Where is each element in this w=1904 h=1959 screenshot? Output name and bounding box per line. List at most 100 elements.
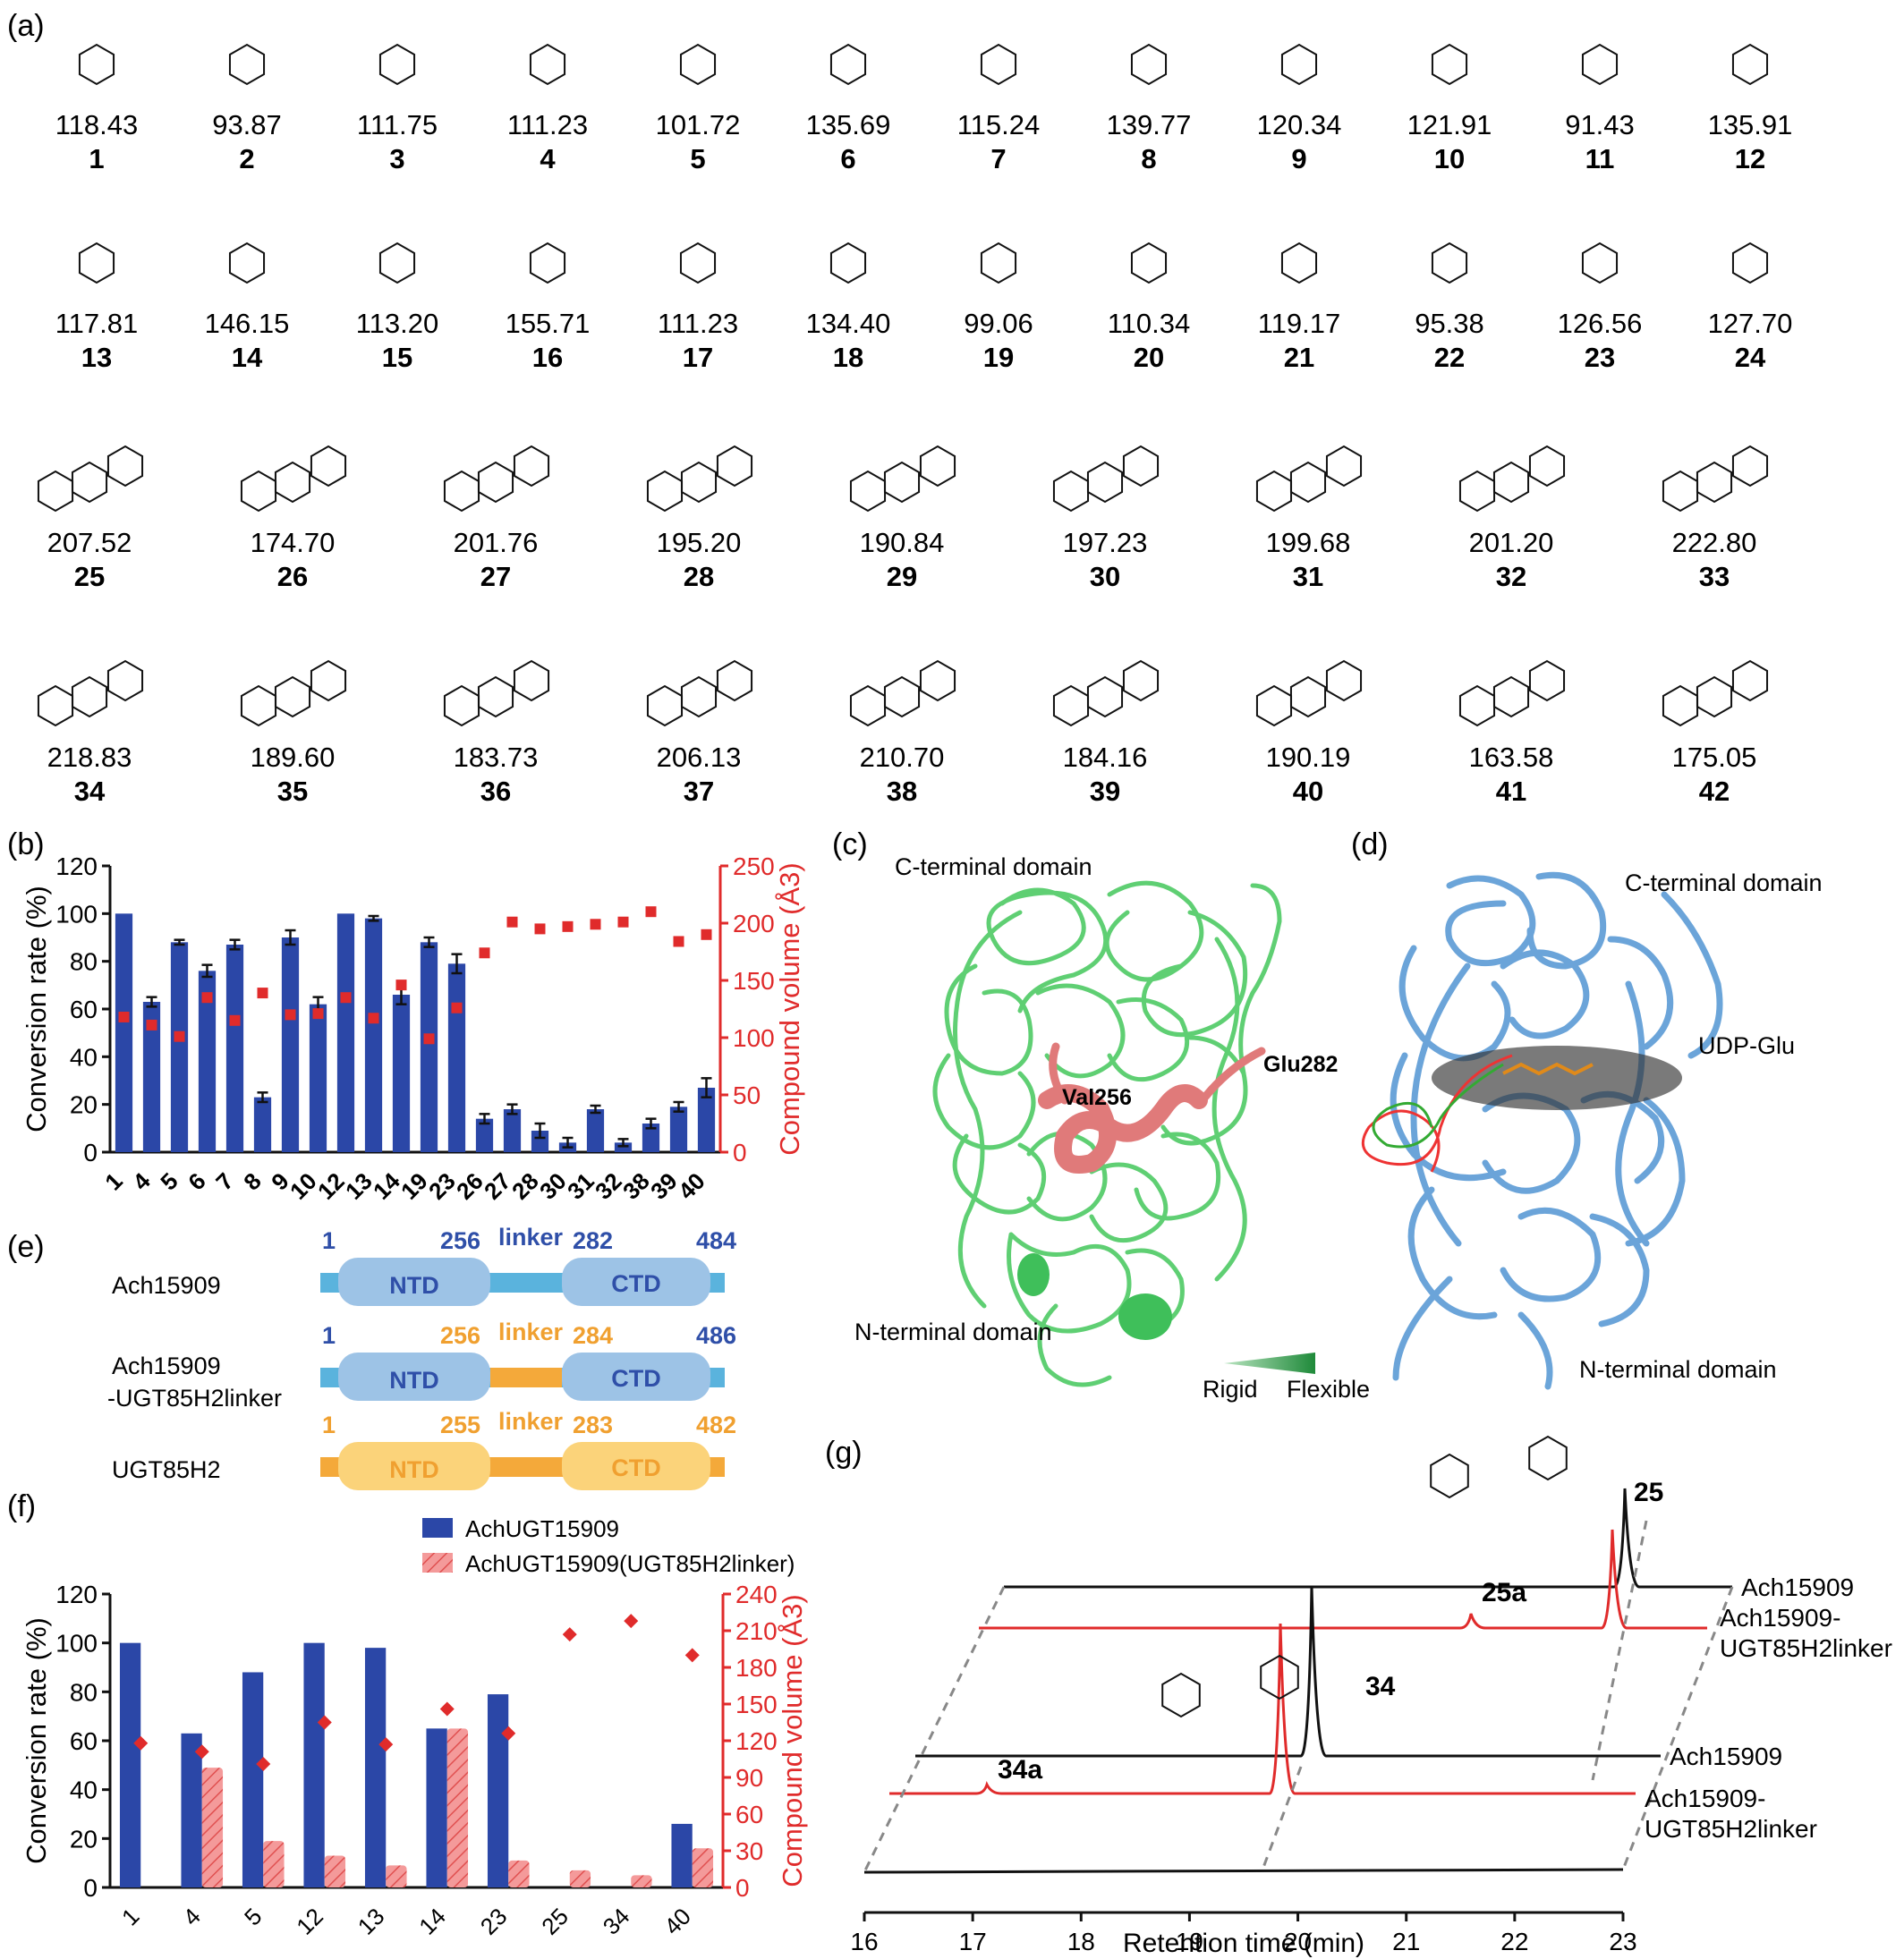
structure-ring xyxy=(529,43,566,86)
panel-label-d: (d) xyxy=(1351,827,1389,861)
compound-volume: 163.58 xyxy=(1469,742,1554,773)
n-terminal-blob-2 xyxy=(1017,1253,1050,1296)
linker-label: linker xyxy=(498,1408,564,1435)
structure-ring xyxy=(680,675,718,718)
ntd-label: NTD xyxy=(389,1456,439,1483)
bar-conversion xyxy=(586,1109,605,1152)
structure-ring xyxy=(1492,675,1530,718)
protein-ribbon xyxy=(932,880,1282,1387)
volume-marker xyxy=(317,1715,332,1730)
udp-glu-surface xyxy=(1432,1046,1682,1110)
structure-ring xyxy=(679,43,717,86)
ctd-label: CTD xyxy=(611,1270,661,1297)
bar-conversion xyxy=(447,963,466,1152)
structure-ring-3 xyxy=(1731,445,1769,488)
bar-conversion xyxy=(253,1097,272,1152)
y-tick-label: 20 xyxy=(70,1825,98,1853)
volume-marker xyxy=(479,947,490,959)
compound-id: 27 xyxy=(480,561,511,592)
structure-ring-2 xyxy=(37,470,74,513)
y2-tick-label: 200 xyxy=(733,910,775,937)
domain-row: Ach15909 -UGT85H2linker NTD CTD 1 256 linker 28… xyxy=(107,1319,736,1412)
bar-conversion xyxy=(170,942,189,1152)
volume-marker xyxy=(368,1013,379,1024)
compound-9: 120.349 xyxy=(1257,43,1342,174)
structure-ring xyxy=(477,675,514,718)
bar-conversion xyxy=(242,1672,264,1887)
structure-ring-3 xyxy=(310,445,347,488)
structure-ring-2 xyxy=(1662,684,1699,727)
y-axis-title: Conversion rate (%) xyxy=(21,1617,52,1864)
structure-ring-2 xyxy=(1255,470,1293,513)
linker-segment xyxy=(490,1368,562,1387)
structure-ring-2 xyxy=(443,470,480,513)
compound-volume: 222.80 xyxy=(1672,527,1757,558)
linker-label: linker xyxy=(498,1224,564,1251)
compound-volume: 93.87 xyxy=(212,109,282,140)
structure-ring xyxy=(1731,242,1769,284)
structure-ring xyxy=(378,43,416,86)
volume-marker xyxy=(624,1614,639,1629)
structure-ring xyxy=(1492,461,1530,504)
panel-label-b: (b) xyxy=(7,827,45,861)
structure-ring xyxy=(228,43,266,86)
structure-ring-2 xyxy=(646,470,684,513)
panel-label-c: (c) xyxy=(832,827,868,861)
compound-id: 24 xyxy=(1735,342,1766,373)
compound-volume: 118.43 xyxy=(55,109,139,140)
structure-ring xyxy=(829,242,867,284)
peak-label-25: 25 xyxy=(1634,1478,1663,1507)
volume-marker xyxy=(673,936,684,947)
structure-ring xyxy=(1581,43,1619,86)
compound-volume: 111.75 xyxy=(357,109,438,140)
compound-volume: 99.06 xyxy=(964,308,1033,339)
y2-tick-label: 210 xyxy=(735,1617,778,1645)
ntd-end-residue: 256 xyxy=(440,1322,480,1349)
structure-ring-2 xyxy=(443,684,480,727)
bar-linker-variant xyxy=(631,1875,652,1887)
y2-tick-label: 30 xyxy=(735,1837,763,1865)
compound-id: 16 xyxy=(532,342,563,373)
volume-marker xyxy=(423,1033,435,1045)
n-terminal-blob xyxy=(1118,1293,1172,1340)
residue-glu282: Glu282 xyxy=(1263,1052,1338,1077)
hplc-chromatogram: 16 17 18 19 20 21 22 23 Retention time (min) 25 25… xyxy=(850,1435,1892,1958)
compound-volume: 175.05 xyxy=(1672,742,1757,773)
compound-id: 12 xyxy=(1735,143,1765,174)
domain-row: Ach15909 NTD CTD 1 256 linker 282 484 xyxy=(112,1224,736,1306)
bar-conversion xyxy=(475,1118,494,1152)
y-tick-label: 120 xyxy=(55,1581,98,1608)
compound-id: 20 xyxy=(1134,342,1164,373)
compound-volume: 120.34 xyxy=(1257,109,1342,140)
bar-conversion xyxy=(503,1109,522,1152)
structure-ring-3 xyxy=(1122,659,1160,702)
bar-linker-variant xyxy=(508,1860,530,1887)
structure-ring xyxy=(1280,242,1318,284)
n-terminal-label: N-terminal domain xyxy=(854,1319,1052,1345)
compound-id: 4 xyxy=(540,143,556,174)
x-tick-label: 5 xyxy=(239,1903,267,1930)
y2-tick-label: 50 xyxy=(733,1081,761,1109)
x-tick-label: 6 xyxy=(183,1167,210,1195)
compound-volume: 111.23 xyxy=(658,308,738,339)
structure-ring xyxy=(1696,675,1733,718)
structure-ring xyxy=(1431,43,1468,86)
structure-ring xyxy=(680,461,718,504)
ntd-end-residue: 256 xyxy=(440,1227,480,1254)
structure-ring xyxy=(1280,43,1318,86)
compound-volume: 146.15 xyxy=(205,308,290,339)
y-tick-label: 80 xyxy=(70,1678,98,1706)
y-tick-label: 60 xyxy=(70,1727,98,1755)
y2-tick-label: 100 xyxy=(733,1024,775,1052)
compound-id: 6 xyxy=(840,143,855,174)
